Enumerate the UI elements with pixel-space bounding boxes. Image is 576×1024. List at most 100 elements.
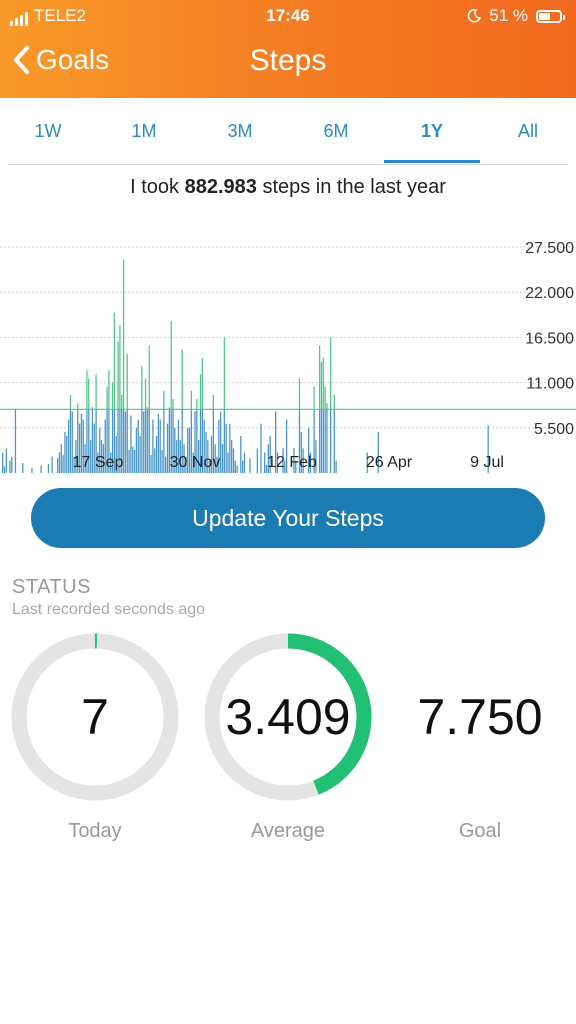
bar	[99, 427, 101, 473]
bar-above-goal	[119, 325, 121, 410]
bar-above-goal	[313, 386, 315, 410]
bar	[188, 427, 191, 473]
chevron-left-icon	[14, 46, 29, 74]
x-tick-label: 17 Sep	[73, 454, 124, 471]
bar	[3, 466, 6, 473]
bar	[56, 458, 59, 473]
bar-above-goal	[199, 374, 202, 410]
bar	[240, 436, 242, 473]
bar	[102, 444, 105, 473]
bar	[119, 409, 121, 473]
today-progress-ring	[11, 633, 179, 801]
bar	[166, 423, 169, 473]
bar-above-goal	[201, 357, 203, 410]
bar	[163, 409, 165, 473]
bar	[302, 448, 304, 473]
bar	[293, 448, 295, 473]
bar	[14, 409, 17, 473]
bar	[137, 419, 139, 473]
bar	[177, 419, 180, 473]
bar	[95, 409, 97, 473]
back-button[interactable]: Goals	[12, 44, 109, 76]
moon-icon	[467, 9, 482, 23]
bar-above-goal	[113, 312, 116, 410]
bar	[168, 409, 171, 473]
bar-above-goal	[333, 394, 335, 410]
bar	[210, 436, 213, 473]
bar	[249, 458, 251, 473]
bar	[284, 460, 286, 473]
goal-ring: 7.750	[395, 632, 565, 802]
bar	[139, 436, 141, 473]
bar	[133, 449, 136, 473]
today-ring: 7	[10, 632, 180, 802]
bar	[84, 444, 86, 473]
bar-above-goal	[168, 407, 171, 410]
bar	[187, 427, 189, 473]
bar	[232, 448, 235, 473]
bar	[198, 440, 200, 473]
today-value: 7	[81, 689, 109, 745]
bar	[201, 409, 203, 473]
bar	[47, 463, 50, 473]
bar-above-goal	[298, 378, 301, 410]
bar	[333, 409, 335, 473]
bar	[64, 431, 66, 473]
bar	[78, 423, 81, 473]
bar	[229, 423, 231, 473]
bar	[307, 427, 310, 473]
tab-1m[interactable]: 1M	[131, 121, 157, 141]
update-steps-button[interactable]: Update Your Steps	[31, 488, 545, 548]
bar	[286, 419, 288, 473]
header: TELE2 17:46 51 % Goals Steps	[0, 0, 576, 98]
bar	[366, 452, 368, 473]
bar	[100, 440, 103, 473]
tab-1y[interactable]: 1Y	[420, 121, 444, 141]
bar-above-goal	[86, 370, 88, 410]
bar	[80, 413, 83, 473]
bar	[267, 444, 269, 473]
y-tick-label: 11.000	[526, 376, 574, 393]
clock: 17:46	[266, 6, 310, 25]
tab-all[interactable]: All	[517, 121, 538, 141]
back-label: Goals	[36, 44, 110, 75]
bar	[86, 409, 88, 473]
bar	[260, 423, 262, 473]
bar	[75, 440, 77, 473]
bar	[315, 440, 317, 473]
status-title: STATUS	[12, 576, 91, 598]
bar	[192, 452, 194, 473]
tab-6m[interactable]: 6M	[323, 121, 349, 141]
bar	[51, 456, 53, 473]
bar	[234, 460, 236, 473]
bar	[146, 409, 149, 473]
battery-icon	[536, 9, 565, 23]
bar-above-goal	[126, 353, 128, 410]
bar	[275, 411, 277, 473]
bar	[148, 409, 150, 473]
bar	[329, 409, 332, 473]
bar	[91, 409, 94, 473]
signal-icon	[10, 12, 28, 26]
bar-above-goal	[181, 349, 183, 410]
y-tick-label: 5.500	[534, 421, 574, 438]
bar	[322, 409, 324, 473]
bar	[181, 409, 183, 473]
bar	[66, 436, 68, 473]
bar	[172, 409, 174, 473]
tab-3m[interactable]: 3M	[227, 121, 253, 141]
bar	[236, 465, 238, 473]
bar	[9, 460, 11, 473]
tab-1w[interactable]: 1W	[34, 121, 62, 141]
bar	[106, 409, 108, 473]
bar	[117, 409, 119, 473]
bar	[111, 409, 114, 473]
bar-above-goal	[69, 394, 72, 410]
bar	[97, 452, 99, 473]
page-title: Steps	[249, 44, 327, 77]
average-value: 3.409	[225, 689, 351, 745]
bar-above-goal	[163, 390, 165, 410]
bar-above-goal	[322, 357, 324, 410]
bar	[487, 425, 489, 473]
bar	[256, 448, 258, 473]
